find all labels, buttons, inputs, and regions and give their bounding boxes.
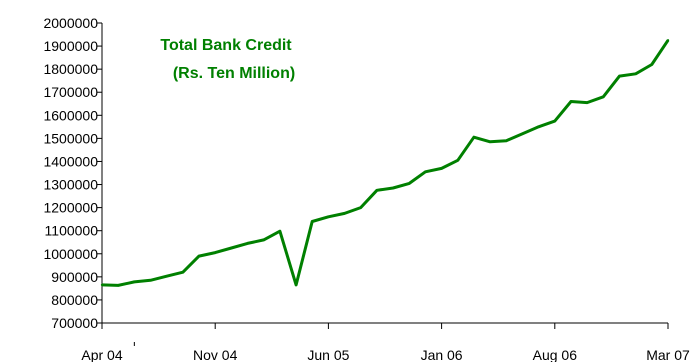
data-point xyxy=(360,206,362,208)
y-axis: 700000 800000 900000 1000000 1100000 1200000 1… xyxy=(43,15,102,331)
y-tick-label: 1600000 xyxy=(43,107,98,123)
data-point xyxy=(311,220,313,222)
x-tick-label: Jan 06 xyxy=(421,347,463,362)
y-tick-label: 1800000 xyxy=(43,61,98,77)
data-point xyxy=(667,39,669,41)
x-axis: Apr 04 Nov 04 Jun 05 Jan 06 Aug 06 Mar 07 xyxy=(81,323,690,362)
data-point xyxy=(618,75,620,77)
y-tick-label: 900000 xyxy=(51,269,98,285)
data-point xyxy=(166,275,168,277)
data-point xyxy=(505,140,507,142)
data-point xyxy=(198,255,200,257)
y-tick-label: 1700000 xyxy=(43,84,98,100)
data-point xyxy=(117,284,119,286)
data-point xyxy=(457,159,459,161)
data-point xyxy=(101,284,103,286)
data-point xyxy=(214,251,216,253)
data-point xyxy=(473,136,475,138)
data-point xyxy=(246,242,248,244)
x-tick-label: Nov 04 xyxy=(193,347,238,362)
data-point xyxy=(424,171,426,173)
x-tick-label: Mar 07 xyxy=(646,347,690,362)
y-tick-label: 1000000 xyxy=(43,246,98,262)
data-point xyxy=(521,133,523,135)
data-point xyxy=(586,101,588,103)
data-point xyxy=(392,187,394,189)
data-point xyxy=(295,284,297,286)
y-tick-label: 700000 xyxy=(51,315,98,331)
x-tick-label: Aug 06 xyxy=(533,347,578,362)
data-point xyxy=(343,212,345,214)
y-tick-label: 1300000 xyxy=(43,177,98,193)
data-point xyxy=(537,126,539,128)
data-point xyxy=(133,281,135,283)
data-point xyxy=(554,120,556,122)
y-tick-label: 1100000 xyxy=(45,223,99,239)
x-tick-label: Apr 04 xyxy=(81,347,122,362)
data-point xyxy=(263,239,265,241)
data-point xyxy=(230,247,232,249)
data-point xyxy=(489,141,491,143)
chart-title: Total Bank Credit (Rs. Ten Million) xyxy=(160,37,295,82)
data-point xyxy=(182,271,184,273)
data-point xyxy=(327,216,329,218)
data-point xyxy=(279,230,281,232)
data-point xyxy=(602,96,604,98)
data-point xyxy=(408,182,410,184)
data-point xyxy=(440,167,442,169)
data-point xyxy=(376,189,378,191)
y-tick-label: 1900000 xyxy=(43,38,98,54)
data-point xyxy=(651,63,653,65)
data-point xyxy=(635,73,637,75)
chart-title-line-1: Total Bank Credit xyxy=(160,37,292,54)
chart-title-line-2: (Rs. Ten Million) xyxy=(173,65,295,82)
y-tick-label: 1200000 xyxy=(43,200,98,216)
data-point xyxy=(149,279,151,281)
x-tick-label: Jun 05 xyxy=(307,347,349,362)
y-tick-label: 1500000 xyxy=(43,130,98,146)
y-tick-label: 800000 xyxy=(51,292,98,308)
y-tick-label: 1400000 xyxy=(43,153,98,169)
data-point xyxy=(570,100,572,102)
y-tick-label: 2000000 xyxy=(43,15,98,31)
